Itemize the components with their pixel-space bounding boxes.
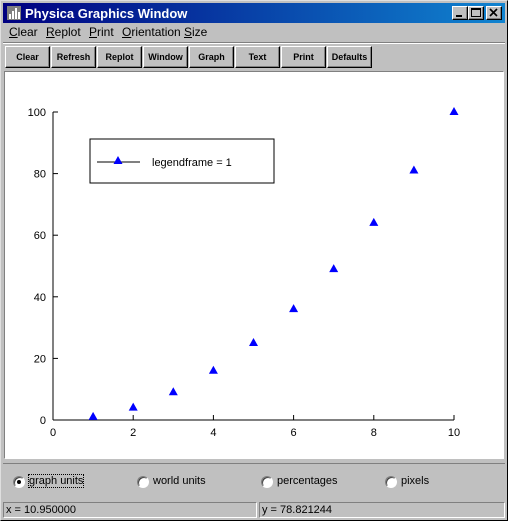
close-icon — [487, 7, 501, 19]
y-tick-label: 40 — [34, 292, 46, 304]
y-tick-label: 20 — [34, 353, 46, 365]
close-button[interactable] — [486, 6, 502, 20]
y-tick-label: 60 — [34, 230, 46, 242]
x-tick-label: 10 — [448, 427, 460, 439]
menu-clear[interactable]: Clear — [9, 25, 38, 39]
text-button[interactable]: Text — [235, 46, 280, 68]
radio-pixels-label: pixels — [401, 475, 429, 487]
maximize-icon — [469, 7, 483, 19]
menu-bar: Clear Replot Print Orientation Size — [3, 23, 505, 41]
radio-world-units-label: world units — [153, 475, 206, 487]
data-point — [169, 387, 178, 395]
data-point — [129, 403, 138, 411]
window-button[interactable]: Window — [143, 46, 188, 68]
menu-replot[interactable]: Replot — [46, 25, 81, 39]
legend-marker — [114, 156, 123, 164]
data-point — [209, 366, 218, 374]
print-button[interactable]: Print — [281, 46, 326, 68]
legend: legendframe = 1 — [90, 139, 274, 183]
data-point — [249, 338, 258, 346]
title-bar[interactable]: Physica Graphics Window — [3, 3, 505, 23]
status-y-readout: y = 78.821244 — [259, 502, 505, 518]
y-tick-label: 80 — [34, 169, 46, 181]
x-tick-label: 8 — [371, 427, 377, 439]
y-tick-label: 100 — [28, 107, 46, 119]
menu-print[interactable]: Print — [89, 25, 114, 39]
data-point — [369, 218, 378, 226]
status-bar: x = 10.950000 y = 78.821244 — [3, 501, 505, 519]
plot-canvas[interactable]: 0 2 4 6 8 10 0 20 40 60 80 100 legendframe = 1 — [4, 71, 504, 459]
data-point — [289, 304, 298, 312]
menu-size[interactable]: Size — [184, 25, 207, 39]
radio-graph-units-circle[interactable] — [13, 476, 25, 488]
maximize-button[interactable] — [468, 6, 484, 20]
minimize-button[interactable] — [452, 6, 468, 20]
x-tick-label: 4 — [210, 427, 216, 439]
menu-orientation[interactable]: Orientation — [122, 25, 181, 39]
x-ticks: 0 2 4 6 8 10 — [50, 415, 460, 439]
radio-percentages-circle[interactable] — [261, 476, 273, 488]
replot-button[interactable]: Replot — [97, 46, 142, 68]
data-point — [450, 107, 459, 115]
radio-percentages-label: percentages — [277, 475, 338, 487]
y-tick-label: 0 — [40, 415, 46, 427]
refresh-button[interactable]: Refresh — [51, 46, 96, 68]
minimize-icon — [453, 7, 467, 19]
status-x-readout: x = 10.950000 — [3, 502, 257, 518]
window-title: Physica Graphics Window — [25, 6, 187, 21]
data-point — [409, 166, 418, 174]
graph-button[interactable]: Graph — [189, 46, 234, 68]
x-tick-label: 6 — [291, 427, 297, 439]
defaults-button[interactable]: Defaults — [327, 46, 372, 68]
radio-graph-units-label: graph units — [29, 475, 83, 487]
radio-world-units-circle[interactable] — [137, 476, 149, 488]
toolbar: Clear Refresh Replot Window Graph Text P… — [3, 42, 505, 70]
data-point — [329, 264, 338, 272]
data-point — [89, 412, 98, 420]
legend-label: legendframe = 1 — [152, 157, 232, 169]
radio-pixels-circle[interactable] — [385, 476, 397, 488]
app-icon — [6, 5, 22, 21]
clear-button[interactable]: Clear — [5, 46, 50, 68]
x-tick-label: 0 — [50, 427, 56, 439]
units-radio-group: graph units world units percentages pixe… — [3, 463, 505, 499]
scatter-chart: 0 2 4 6 8 10 0 20 40 60 80 100 legendframe = 1 — [5, 72, 503, 458]
x-tick-label: 2 — [130, 427, 136, 439]
